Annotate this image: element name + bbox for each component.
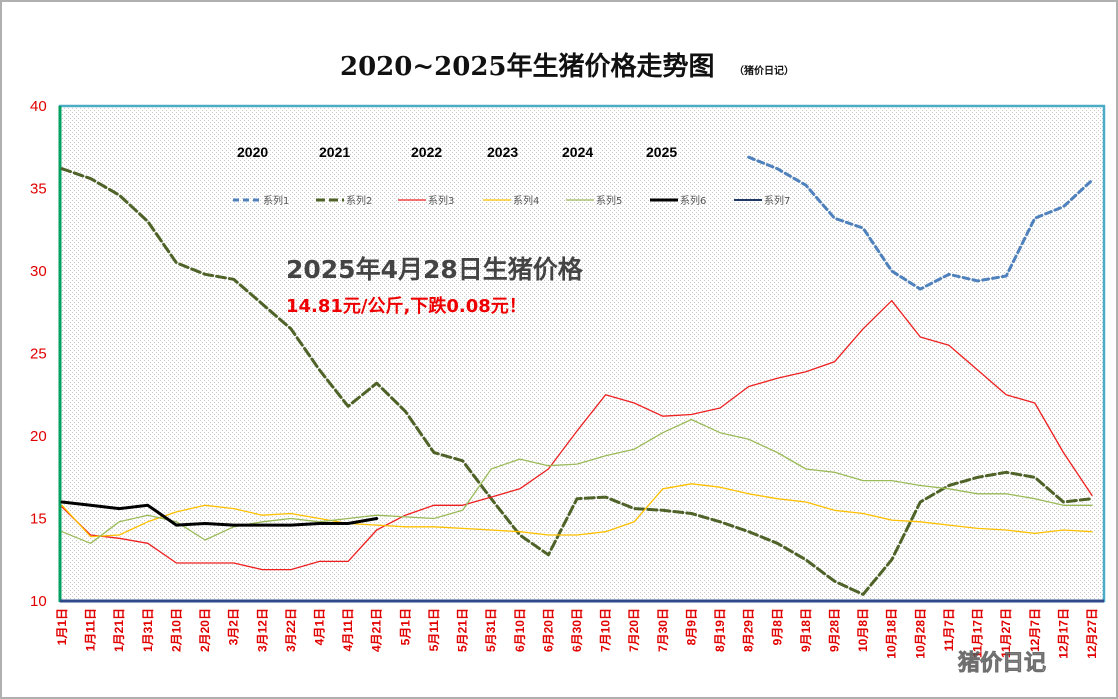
x-tick-label: 9月28日: [828, 608, 842, 652]
plot-area: [58, 104, 1106, 603]
x-tick-label: 7月30日: [656, 608, 670, 652]
x-tick-label: 8月19日: [713, 608, 727, 652]
x-tick-label: 3月22日: [284, 608, 298, 652]
x-tick-label: 2月20日: [198, 608, 212, 652]
y-tick-label: 40: [30, 98, 47, 115]
x-tick-label: 10月18日: [885, 608, 899, 659]
x-tick-label: 5月1日: [398, 608, 412, 645]
x-tick-label: 6月20日: [541, 608, 555, 652]
x-tick-label: 12月27日: [1085, 608, 1099, 659]
x-tick-label: 5月21日: [456, 608, 470, 652]
series-line-3: [61, 300, 1093, 571]
x-tick-label: 11月7日: [942, 608, 956, 651]
x-tick-label: 11月17日: [971, 608, 985, 658]
x-tick-label: 1月1日: [55, 608, 69, 645]
legend-label: 系列5: [596, 194, 622, 207]
x-tick-label: 5月31日: [484, 608, 498, 652]
annotation-title: 2025年4月28日生猪价格: [286, 255, 584, 284]
legend: 系列1 系列2 系列3 系列4 系列5 系列6 系列7: [233, 194, 790, 207]
x-tick-label: 9月8日: [770, 608, 784, 645]
y-tick-label: 10: [30, 593, 47, 610]
year-label: 2024: [562, 144, 593, 160]
x-tick-label: 6月10日: [513, 608, 527, 652]
series-line-5: [61, 418, 1093, 544]
y-tick-label: 35: [30, 181, 47, 198]
y-tick-label: 15: [30, 511, 47, 528]
x-tick-label: 12月7日: [1028, 608, 1042, 652]
x-tick-label: 12月17日: [1056, 608, 1070, 659]
legend-label: 系列1: [263, 194, 289, 207]
y-tick-labels: 10 15 20 25 30 35 40: [30, 98, 47, 610]
x-tick-label: 10月28日: [913, 608, 927, 659]
x-tick-label: 2月10日: [169, 608, 183, 652]
year-label: 2021: [319, 144, 350, 160]
annotation-price: 14.81元/公斤,下跌0.08元！: [286, 295, 527, 317]
x-tick-label: 5月11日: [427, 608, 441, 651]
series-line-1: [747, 155, 1094, 291]
series-line-4: [61, 483, 1093, 538]
x-tick-label: 7月10日: [599, 608, 613, 652]
year-label: 2023: [487, 144, 518, 160]
x-tick-label: 1月11日: [84, 608, 98, 651]
chart-title: 2020~2025年生猪价格走势图: [340, 51, 715, 82]
x-tick-label: 3月12日: [255, 608, 269, 652]
x-tick-label: 8月9日: [684, 608, 698, 645]
year-label: 2022: [411, 144, 442, 160]
legend-label: 系列2: [346, 194, 372, 207]
y-tick-label: 25: [30, 346, 47, 363]
x-tick-label: 4月1日: [313, 608, 327, 645]
x-tick-label: 1月31日: [141, 608, 155, 652]
x-tick-label: 11月27日: [999, 608, 1013, 658]
watermark: 猪价日记: [958, 650, 1046, 676]
x-tick-label: 7月20日: [627, 608, 641, 652]
x-tick-label: 4月21日: [370, 608, 384, 652]
series-line-2: [60, 167, 1094, 596]
x-tick-label: 6月30日: [570, 608, 584, 652]
x-tick-label: 8月29日: [742, 608, 756, 652]
legend-label: 系列7: [764, 194, 790, 207]
x-tick-label: 9月18日: [799, 608, 813, 652]
y-tick-label: 20: [30, 428, 47, 445]
series-lines: [60, 155, 1094, 596]
x-tick-label: 3月2日: [227, 608, 241, 645]
legend-label: 系列3: [428, 194, 454, 207]
chart-subtitle: （猪价日记）: [734, 64, 794, 77]
year-label: 2020: [237, 144, 268, 160]
legend-label: 系列4: [513, 194, 539, 207]
legend-label: 系列6: [680, 194, 706, 207]
x-tick-labels: 1月1日 1月11日 1月21日 1月31日 2月10日 2月20日 3月2日 3月12日 3月…: [55, 608, 1099, 659]
year-labels: 2020 2021 2022 2023 2024 2025: [237, 144, 677, 160]
x-tick-label: 10月8日: [856, 608, 870, 652]
series-line-6: [60, 500, 379, 527]
x-tick-label: 1月21日: [112, 608, 126, 652]
year-label: 2025: [646, 144, 677, 160]
y-tick-label: 30: [30, 263, 47, 280]
x-tick-label: 4月11日: [341, 608, 355, 651]
